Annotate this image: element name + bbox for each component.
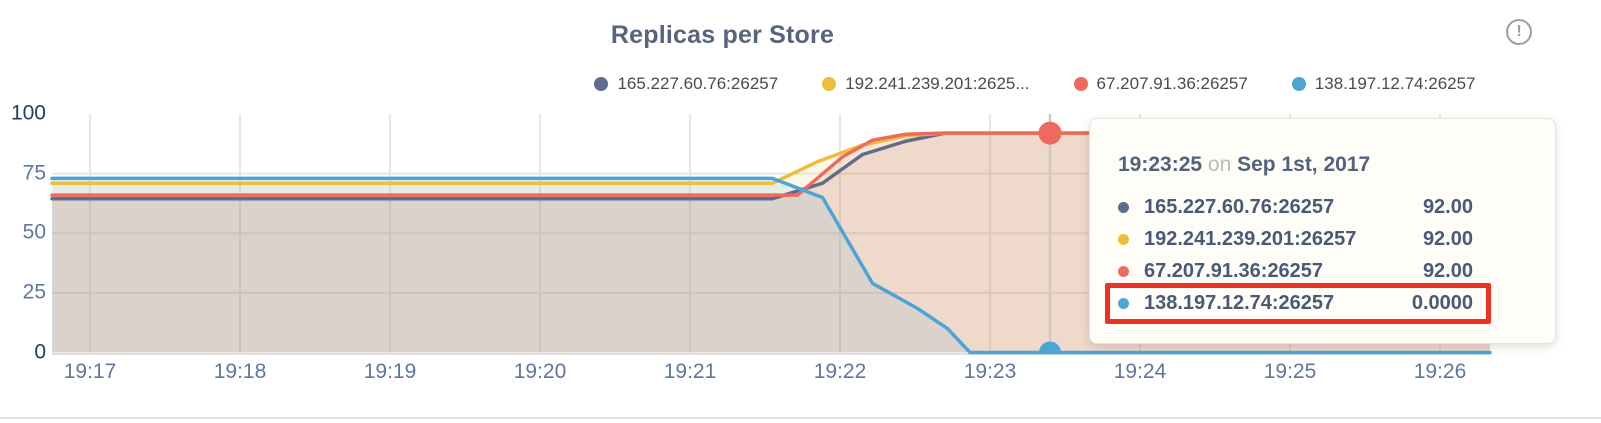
- x-tick-label: 19:24: [1113, 360, 1167, 383]
- legend-swatch-icon: [822, 77, 837, 91]
- tooltip-row-1: 192.241.239.201:26257 92.00: [1118, 223, 1555, 255]
- legend-swatch-icon: [1073, 77, 1088, 91]
- legend-label: 192.241.239.201:2625...: [845, 74, 1030, 93]
- tooltip-series-value: 92.00: [1422, 227, 1473, 250]
- legend-item-2[interactable]: 67.207.91.36:26257: [1073, 74, 1248, 94]
- tooltip-series-value: 92.00: [1422, 259, 1473, 282]
- x-tick-label: 19:17: [63, 360, 117, 383]
- tooltip-row-0: 165.227.60.76:26257 92.00: [1118, 191, 1555, 223]
- x-tick-label: 19:26: [1413, 360, 1467, 383]
- y-tick-label: 25: [22, 280, 46, 304]
- page-title: Replicas per Store: [610, 21, 835, 49]
- tooltip-rows: 165.227.60.76:26257 92.00 192.241.239.201:…: [1118, 191, 1555, 319]
- legend-label: 165.227.60.76:26257: [617, 74, 779, 93]
- series-line-3: [50, 176, 1492, 355]
- tooltip-series-label: 138.197.12.74:26257: [1144, 291, 1335, 314]
- legend-label: 138.197.12.74:26257: [1314, 74, 1476, 93]
- tooltip-row-3: 138.197.12.74:26257 0.0000: [1118, 287, 1555, 319]
- tooltip-series-value: 92.00: [1422, 195, 1473, 218]
- tooltip-series-label: 165.227.60.76:26257: [1144, 195, 1335, 218]
- x-tick-label: 19:22: [813, 360, 867, 383]
- tooltip-conjunction: on: [1207, 153, 1232, 176]
- legend-swatch-icon: [594, 77, 609, 91]
- hover-marker-0: [1038, 121, 1062, 145]
- tooltip-swatch-icon: [1118, 297, 1129, 309]
- legend-item-3[interactable]: 138.197.12.74:26257: [1291, 74, 1476, 94]
- tooltip-swatch-icon: [1118, 201, 1129, 213]
- tooltip-row-2: 67.207.91.36:26257 92.00: [1118, 255, 1555, 287]
- tooltip-series-label: 192.241.239.201:26257: [1144, 227, 1357, 250]
- x-tick-label: 19:25: [1263, 360, 1317, 383]
- y-tick-label: 0: [34, 340, 46, 364]
- x-tick-label: 19:19: [363, 360, 417, 383]
- chart-legend: 165.227.60.76:26257 192.241.239.201:2625.…: [510, 74, 1560, 94]
- x-tick-label: 19:21: [663, 360, 717, 383]
- tooltip-swatch-icon: [1118, 265, 1129, 277]
- hover-tooltip: 19:23:25 on Sep 1st, 2017 165.227.60.76:…: [1089, 118, 1556, 344]
- tooltip-series-label: 67.207.91.36:26257: [1144, 259, 1324, 282]
- tooltip-swatch-icon: [1118, 233, 1129, 245]
- hover-marker-1: [1039, 341, 1061, 354]
- tooltip-date: Sep 1st, 2017: [1237, 153, 1371, 176]
- series-lines: [50, 131, 1492, 355]
- legend-item-0[interactable]: 165.227.60.76:26257: [594, 74, 778, 94]
- x-tick-label: 19:18: [213, 360, 267, 383]
- tooltip-time: 19:23:25: [1118, 153, 1203, 176]
- tooltip-series-value: 0.0000: [1411, 291, 1473, 314]
- series-line-2: [50, 131, 1492, 197]
- tooltip-timestamp: 19:23:25 on Sep 1st, 2017: [1118, 153, 1555, 177]
- hover-markers: [1038, 121, 1062, 354]
- legend-label: 67.207.91.36:26257: [1096, 74, 1248, 93]
- x-tick-label: 19:23: [963, 360, 1017, 383]
- y-tick-label: 100: [10, 101, 46, 125]
- x-tick-label: 19:20: [513, 360, 567, 383]
- legend-swatch-icon: [1291, 77, 1306, 91]
- y-tick-label: 75: [22, 161, 46, 185]
- y-tick-label: 50: [22, 220, 46, 244]
- panel-divider: [0, 417, 1601, 419]
- series-area-3: [52, 178, 1490, 353]
- info-icon[interactable]: !: [1506, 19, 1532, 45]
- legend-item-1[interactable]: 192.241.239.201:2625...: [822, 74, 1030, 94]
